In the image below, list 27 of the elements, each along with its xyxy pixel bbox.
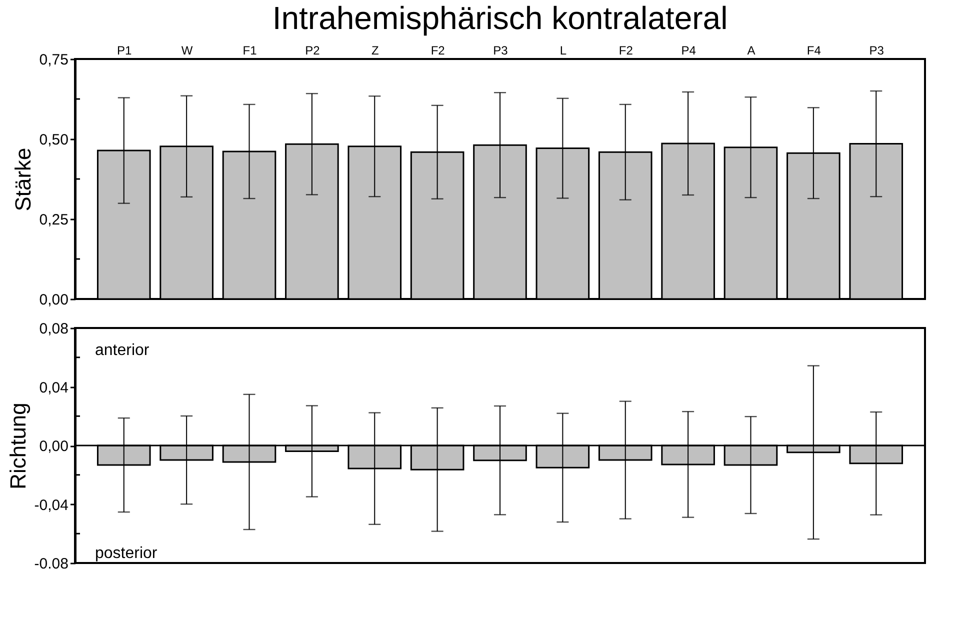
x-tick-label: P1: [117, 44, 132, 58]
y-tick-label: 0,75: [39, 52, 68, 68]
x-tick-label: F4: [806, 44, 822, 58]
x-tick-label: Z: [371, 44, 379, 58]
x-tick-label: W: [181, 44, 194, 58]
x-tick-label: P2: [305, 44, 320, 58]
y-tick-label: 0,00: [39, 438, 68, 455]
x-tick-label: L: [560, 44, 567, 58]
y-tick-label: 0,25: [39, 212, 68, 228]
y-tick-label: 0,00: [39, 292, 68, 308]
y-tick-label: 0,50: [39, 132, 68, 148]
x-tick-label: F2: [430, 44, 446, 58]
y-axis-title: Richtung: [5, 402, 30, 490]
y-tick-label: -0.08: [34, 556, 68, 572]
x-tick-label: F2: [618, 44, 634, 58]
x-tick-label: A: [747, 44, 756, 58]
x-tick-label: P3: [869, 44, 884, 58]
y-axis-title: Stärke: [10, 148, 36, 212]
y-tick-label: 0,04: [39, 379, 68, 396]
x-tick-label: P4: [681, 44, 696, 58]
x-tick-label: P3: [493, 44, 508, 58]
annotation: posterior: [95, 545, 158, 562]
chart-title: Intrahemisphärisch kontralateral: [272, 0, 728, 36]
annotation: anterior: [95, 342, 150, 359]
y-tick-label: -0,04: [34, 496, 68, 514]
x-tick-label: F1: [242, 44, 258, 58]
y-tick-label: 0,08: [39, 320, 68, 338]
